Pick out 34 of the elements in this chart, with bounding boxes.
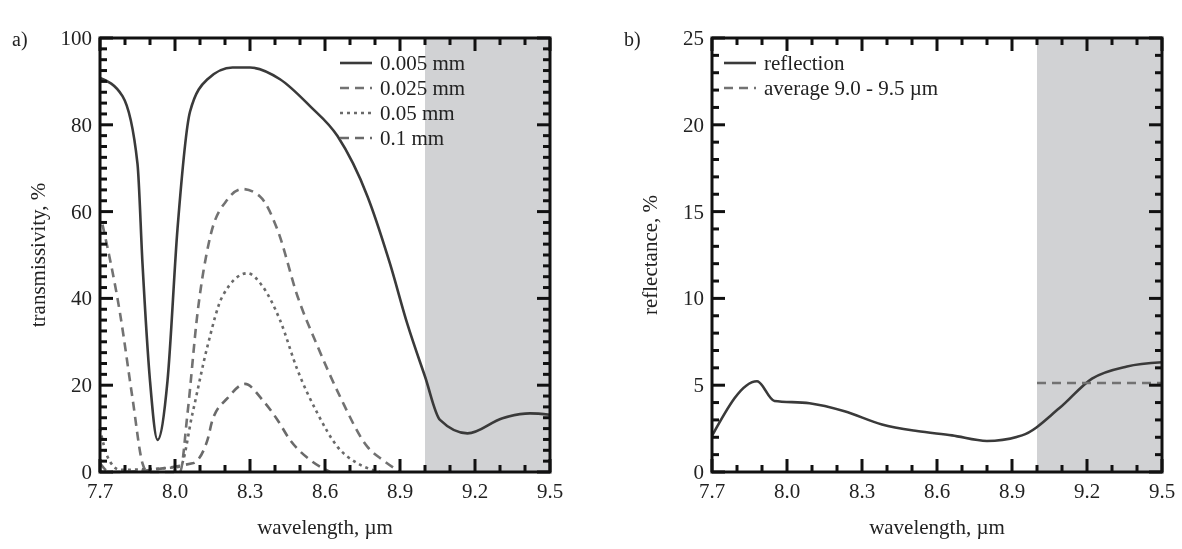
x-tick-label: 8.9 xyxy=(386,479,414,503)
x-tick-label: 9.5 xyxy=(1148,479,1176,503)
y-tick-label: 25 xyxy=(683,26,704,50)
chart-title: a) xyxy=(12,28,28,51)
x-tick-label: 9.5 xyxy=(536,479,564,503)
chart-title: b) xyxy=(624,28,641,51)
x-tick-label: 8.0 xyxy=(773,479,801,503)
y-tick-label: 15 xyxy=(683,199,704,224)
x-tick-label: 9.2 xyxy=(461,479,489,503)
y-tick-label: 80 xyxy=(71,112,92,137)
y-tick-label: 5 xyxy=(693,373,704,398)
x-tick-label: 8.3 xyxy=(236,479,264,503)
legend-label: 0.025 mm xyxy=(380,76,466,100)
x-tick-label: 8.0 xyxy=(161,479,189,503)
x-tick-label: 8.6 xyxy=(311,479,339,503)
y-axis-title: reflectance, % xyxy=(638,194,662,316)
x-tick-label: 8.6 xyxy=(923,479,951,503)
legend-label: 0.05 mm xyxy=(380,101,455,125)
x-axis-title: wavelength, µm xyxy=(257,515,393,539)
legend-label: reflection xyxy=(764,51,845,75)
y-tick-label: 20 xyxy=(683,112,704,137)
legend-label: average 9.0 - 9.5 µm xyxy=(764,76,939,100)
x-tick-label: 8.9 xyxy=(998,479,1026,503)
y-tick-label: 10 xyxy=(683,286,704,311)
legend-label: 0.005 mm xyxy=(380,51,466,75)
x-tick-label: 8.3 xyxy=(848,479,876,503)
y-tick-label: 40 xyxy=(71,286,92,311)
x-tick-label: 9.2 xyxy=(1073,479,1101,503)
y-tick-label: 60 xyxy=(71,199,92,224)
x-axis-title: wavelength, µm xyxy=(869,515,1005,539)
legend-label: 0.1 mm xyxy=(380,126,445,150)
y-axis-title: transmissivity, % xyxy=(26,182,50,328)
y-tick-label: 100 xyxy=(60,26,92,50)
y-tick-label: 20 xyxy=(71,373,92,398)
